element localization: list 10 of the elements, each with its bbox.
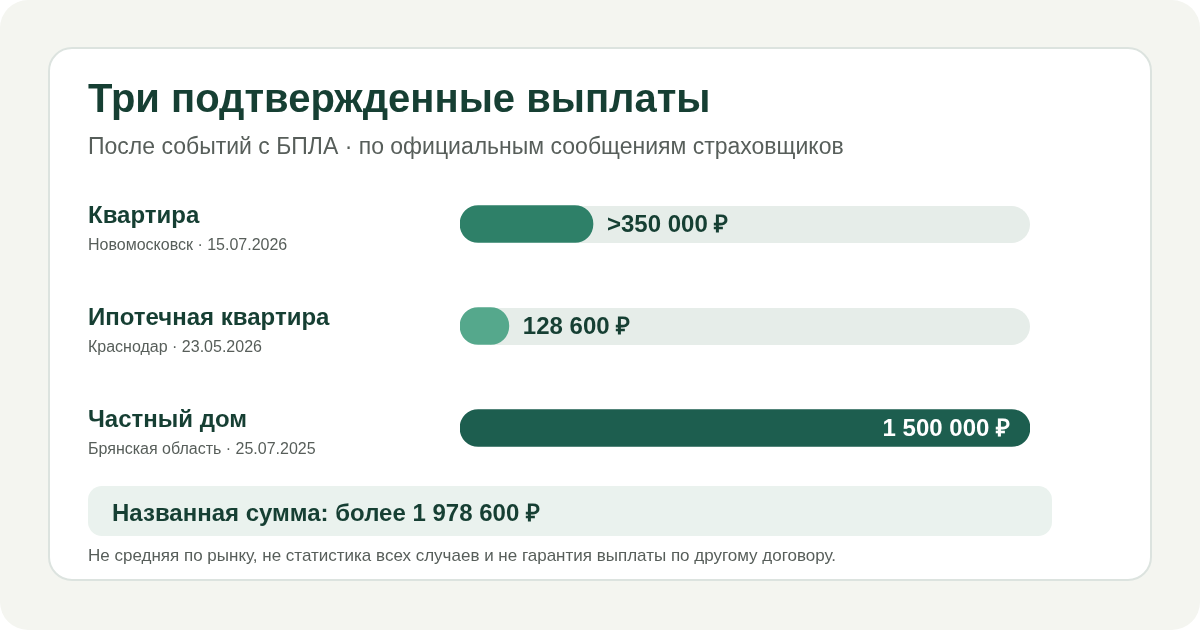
chart-subtitle: После событий с БПЛА · по официальным сообщениям страховщиков (88, 133, 844, 160)
y-tick-label: Квартира Новомосковск · 15.07.2026 (88, 201, 288, 255)
data-label: >350 000 ₽ (607, 209, 729, 237)
data-label: 128 600 ₽ (522, 311, 631, 339)
text: Названная сумма: более 1 978 600 ₽ (112, 497, 540, 528)
data-label: 1 500 000 ₽ (882, 413, 1010, 441)
chart-title: Три подтвержденные выплаты (88, 75, 711, 121)
text: Не средняя по рынку, не статистика всех случаев и не гарантия выплаты по другому договору. (88, 546, 837, 566)
y-tick-label: Частный дом Брянская область · 25.07.2025 (88, 405, 316, 459)
y-tick-label: Ипотечная квартира Краснодар · 23.05.2026 (88, 303, 330, 357)
